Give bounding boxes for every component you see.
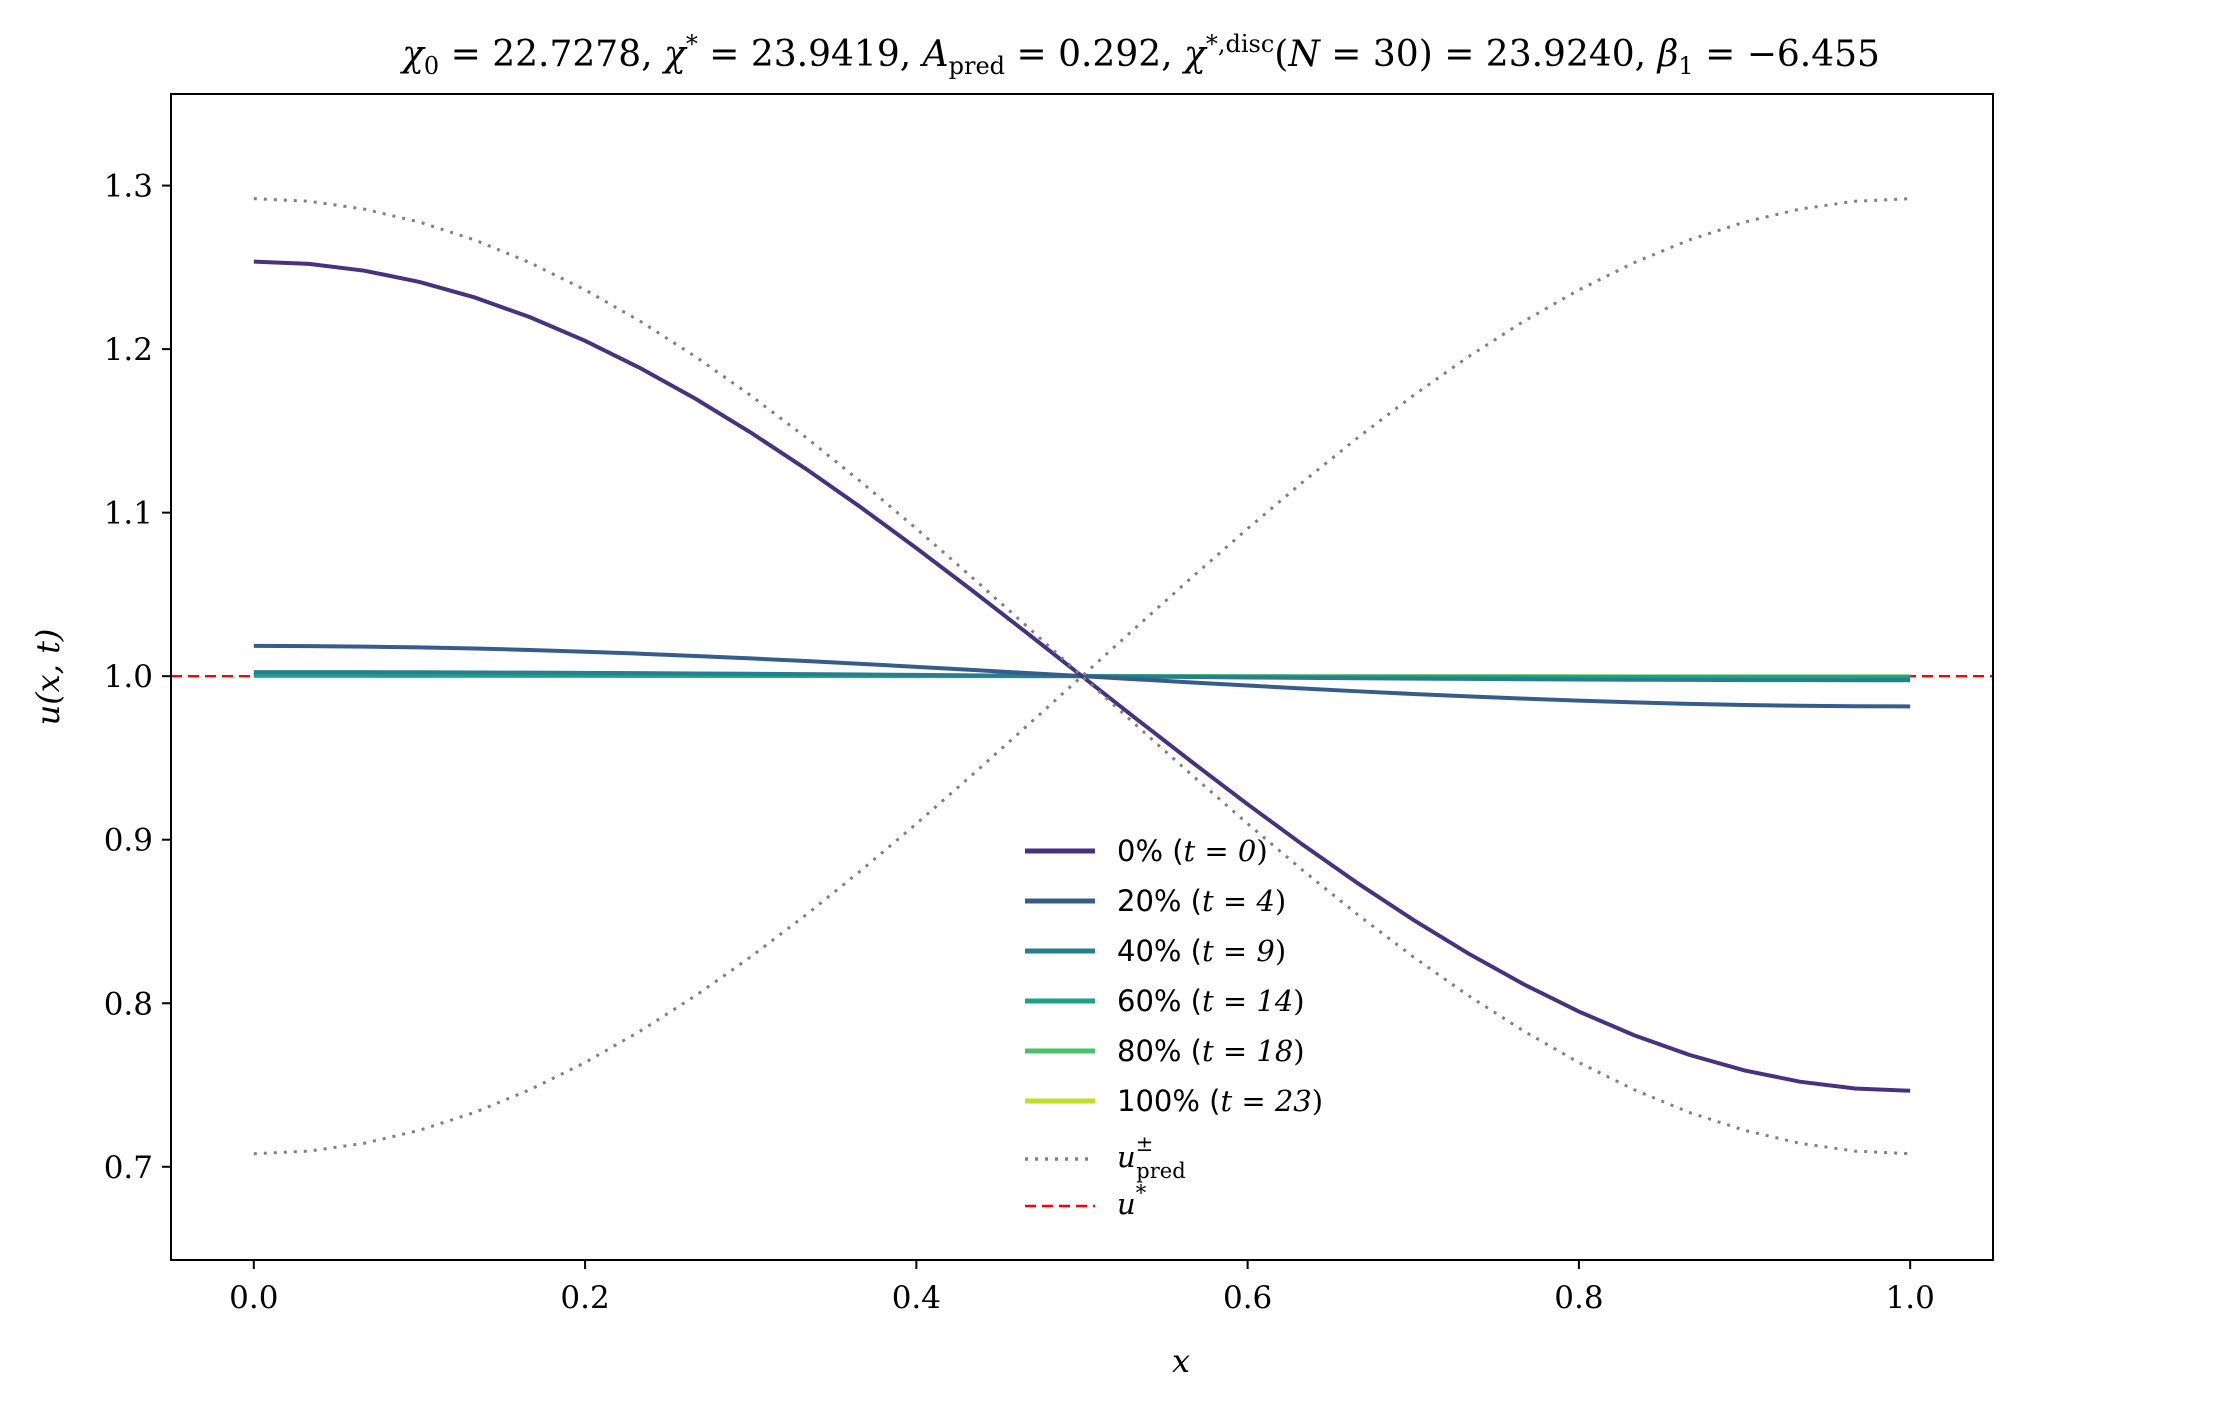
legend-label: 40% (t = 9)	[1117, 934, 1286, 968]
legend-label: 80% (t = 18)	[1117, 1034, 1305, 1068]
legend-label: 100% (t = 23)	[1117, 1084, 1323, 1118]
y-tick-label: 1.1	[104, 496, 153, 532]
legend-label: 20% (t = 4)	[1117, 884, 1286, 918]
legend-item: 40% (t = 9)	[1025, 934, 1286, 968]
legend-item-reference: u*	[1025, 1181, 1147, 1221]
legend-item: 60% (t = 14)	[1025, 984, 1305, 1018]
series-line-0	[253, 259, 1911, 1093]
legend: 0% (t = 0) 20% (t = 4) 40% (t = 9) 60% (t =…	[1025, 834, 1323, 1221]
x-tick-label: 0.6	[1223, 1280, 1272, 1316]
y-tick-label: 1.2	[104, 332, 153, 368]
y-axis-ticks: 0.7 0.8 0.9 1.0 1.1 1.2 1.3	[104, 169, 171, 1186]
x-axis-ticks: 0.0 0.2 0.4 0.6 0.8 1.0	[229, 1260, 1935, 1316]
legend-item: 20% (t = 4)	[1025, 884, 1286, 918]
envelope-lower-line	[253, 197, 1911, 1156]
legend-label-reference: u*	[1117, 1181, 1147, 1221]
y-tick-label: 0.8	[104, 986, 153, 1022]
chart-title: χ0 = 22.7278, χ* = 23.9419, Apred = 0.29…	[399, 30, 1880, 80]
y-tick-label: 0.7	[104, 1150, 153, 1186]
x-axis-label: x	[1172, 1342, 1190, 1380]
x-tick-label: 1.0	[1886, 1280, 1935, 1316]
y-tick-label: 1.0	[104, 659, 153, 695]
plot-lines	[171, 197, 1993, 1156]
legend-item: 80% (t = 18)	[1025, 1034, 1305, 1068]
x-tick-label: 0.4	[892, 1280, 941, 1316]
legend-item: 100% (t = 23)	[1025, 1084, 1323, 1118]
x-tick-label: 0.8	[1554, 1280, 1603, 1316]
y-axis-label: u(x, t)	[29, 629, 67, 726]
legend-item-envelope: u± pred	[1025, 1132, 1186, 1183]
legend-label: 0% (t = 0)	[1117, 834, 1268, 868]
x-tick-label: 0.0	[229, 1280, 278, 1316]
y-tick-label: 0.9	[104, 823, 153, 859]
x-tick-label: 0.2	[560, 1280, 609, 1316]
legend-item: 0% (t = 0)	[1025, 834, 1268, 868]
legend-label: 60% (t = 14)	[1117, 984, 1305, 1018]
y-tick-label: 1.3	[104, 169, 153, 205]
envelope-upper-line	[253, 197, 1911, 1156]
legend-label-envelope: u± pred	[1117, 1132, 1186, 1183]
